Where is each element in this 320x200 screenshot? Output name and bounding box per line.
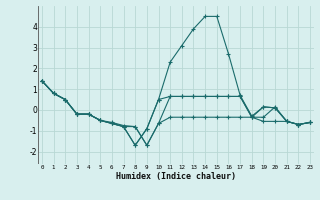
X-axis label: Humidex (Indice chaleur): Humidex (Indice chaleur) [116,172,236,181]
